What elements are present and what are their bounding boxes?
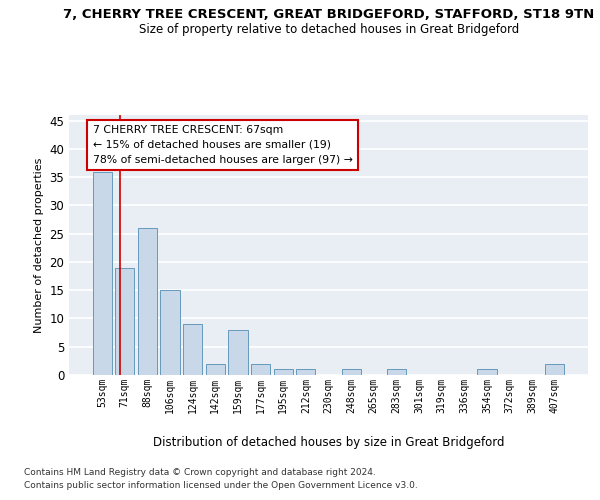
Bar — [274, 370, 293, 375]
Bar — [545, 364, 565, 375]
Text: Contains public sector information licensed under the Open Government Licence v3: Contains public sector information licen… — [24, 480, 418, 490]
Bar — [115, 268, 134, 375]
Bar — [341, 370, 361, 375]
Text: Distribution of detached houses by size in Great Bridgeford: Distribution of detached houses by size … — [153, 436, 505, 449]
Bar — [251, 364, 270, 375]
Bar — [296, 370, 316, 375]
Bar — [183, 324, 202, 375]
Bar — [387, 370, 406, 375]
Bar — [229, 330, 248, 375]
Text: Size of property relative to detached houses in Great Bridgeford: Size of property relative to detached ho… — [139, 22, 519, 36]
Text: Contains HM Land Registry data © Crown copyright and database right 2024.: Contains HM Land Registry data © Crown c… — [24, 468, 376, 477]
Bar — [138, 228, 157, 375]
Bar — [206, 364, 225, 375]
Y-axis label: Number of detached properties: Number of detached properties — [34, 158, 44, 332]
Bar — [160, 290, 180, 375]
Bar — [92, 172, 112, 375]
Bar — [477, 370, 497, 375]
Text: 7 CHERRY TREE CRESCENT: 67sqm
← 15% of detached houses are smaller (19)
78% of s: 7 CHERRY TREE CRESCENT: 67sqm ← 15% of d… — [93, 125, 353, 165]
Text: 7, CHERRY TREE CRESCENT, GREAT BRIDGEFORD, STAFFORD, ST18 9TN: 7, CHERRY TREE CRESCENT, GREAT BRIDGEFOR… — [63, 8, 595, 20]
